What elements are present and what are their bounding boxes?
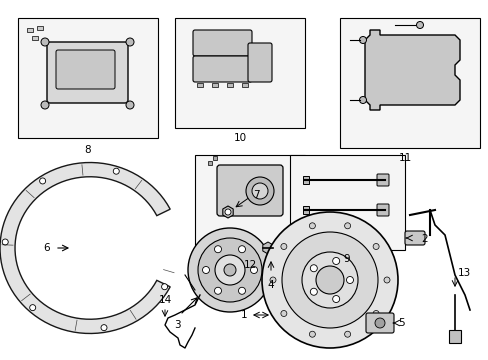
Circle shape	[113, 168, 119, 174]
Circle shape	[126, 38, 134, 46]
Circle shape	[309, 331, 315, 337]
Circle shape	[251, 183, 267, 199]
Bar	[242, 83, 247, 87]
Circle shape	[309, 223, 315, 229]
Circle shape	[224, 209, 230, 215]
Bar	[195, 155, 305, 255]
Circle shape	[315, 266, 343, 294]
Circle shape	[245, 177, 273, 205]
Circle shape	[161, 284, 167, 290]
Circle shape	[372, 311, 378, 316]
Polygon shape	[0, 162, 170, 333]
Text: 11: 11	[398, 153, 411, 163]
Circle shape	[282, 232, 377, 328]
Bar	[175, 18, 305, 128]
Circle shape	[214, 287, 221, 294]
Text: 9: 9	[343, 254, 349, 264]
Circle shape	[416, 22, 423, 28]
Bar	[32, 36, 38, 40]
Circle shape	[359, 36, 366, 44]
Text: 1: 1	[240, 310, 246, 320]
Circle shape	[262, 212, 397, 348]
Text: 8: 8	[84, 145, 91, 155]
Bar	[212, 83, 218, 87]
Circle shape	[214, 246, 221, 253]
Text: 3: 3	[173, 320, 180, 330]
FancyBboxPatch shape	[193, 30, 251, 56]
Bar	[213, 156, 217, 160]
Polygon shape	[303, 176, 308, 184]
Circle shape	[126, 101, 134, 109]
Circle shape	[101, 325, 107, 330]
Circle shape	[30, 305, 36, 311]
Bar	[18, 18, 158, 138]
Bar	[339, 18, 479, 148]
Polygon shape	[448, 330, 460, 343]
Circle shape	[238, 246, 245, 253]
Bar	[226, 83, 232, 87]
Circle shape	[372, 243, 378, 249]
Text: 10: 10	[233, 133, 246, 143]
Circle shape	[310, 288, 317, 295]
Bar	[27, 28, 33, 32]
Circle shape	[302, 252, 357, 308]
Circle shape	[2, 239, 8, 245]
Circle shape	[344, 223, 350, 229]
Polygon shape	[364, 30, 459, 110]
Circle shape	[310, 265, 317, 272]
Circle shape	[215, 255, 244, 285]
Bar	[207, 161, 212, 165]
Circle shape	[280, 311, 286, 316]
FancyBboxPatch shape	[404, 231, 424, 245]
Polygon shape	[303, 206, 308, 214]
Circle shape	[374, 318, 384, 328]
Circle shape	[280, 243, 286, 249]
Circle shape	[332, 296, 339, 302]
Bar	[37, 26, 43, 30]
Circle shape	[346, 276, 353, 284]
Text: 14: 14	[158, 295, 171, 305]
Bar	[289, 155, 404, 250]
Circle shape	[344, 331, 350, 337]
Text: 6: 6	[43, 243, 50, 253]
FancyBboxPatch shape	[376, 204, 388, 216]
Circle shape	[359, 96, 366, 104]
FancyBboxPatch shape	[365, 313, 393, 333]
Text: 13: 13	[457, 268, 470, 278]
Circle shape	[269, 277, 275, 283]
Circle shape	[250, 266, 257, 274]
Circle shape	[383, 277, 389, 283]
Circle shape	[40, 178, 45, 184]
Text: 2: 2	[420, 234, 427, 244]
Circle shape	[198, 238, 262, 302]
Circle shape	[41, 101, 49, 109]
FancyBboxPatch shape	[56, 50, 115, 89]
Circle shape	[332, 257, 339, 265]
Text: 4: 4	[267, 280, 274, 290]
FancyBboxPatch shape	[376, 174, 388, 186]
Bar	[197, 83, 203, 87]
Text: 12: 12	[243, 260, 256, 270]
Circle shape	[224, 264, 236, 276]
Circle shape	[187, 228, 271, 312]
Text: 7: 7	[252, 190, 259, 200]
Text: 5: 5	[397, 318, 404, 328]
FancyBboxPatch shape	[217, 165, 283, 216]
Circle shape	[41, 38, 49, 46]
FancyBboxPatch shape	[47, 42, 128, 103]
FancyBboxPatch shape	[193, 56, 251, 82]
Circle shape	[202, 266, 209, 274]
FancyBboxPatch shape	[247, 43, 271, 82]
Circle shape	[238, 287, 245, 294]
